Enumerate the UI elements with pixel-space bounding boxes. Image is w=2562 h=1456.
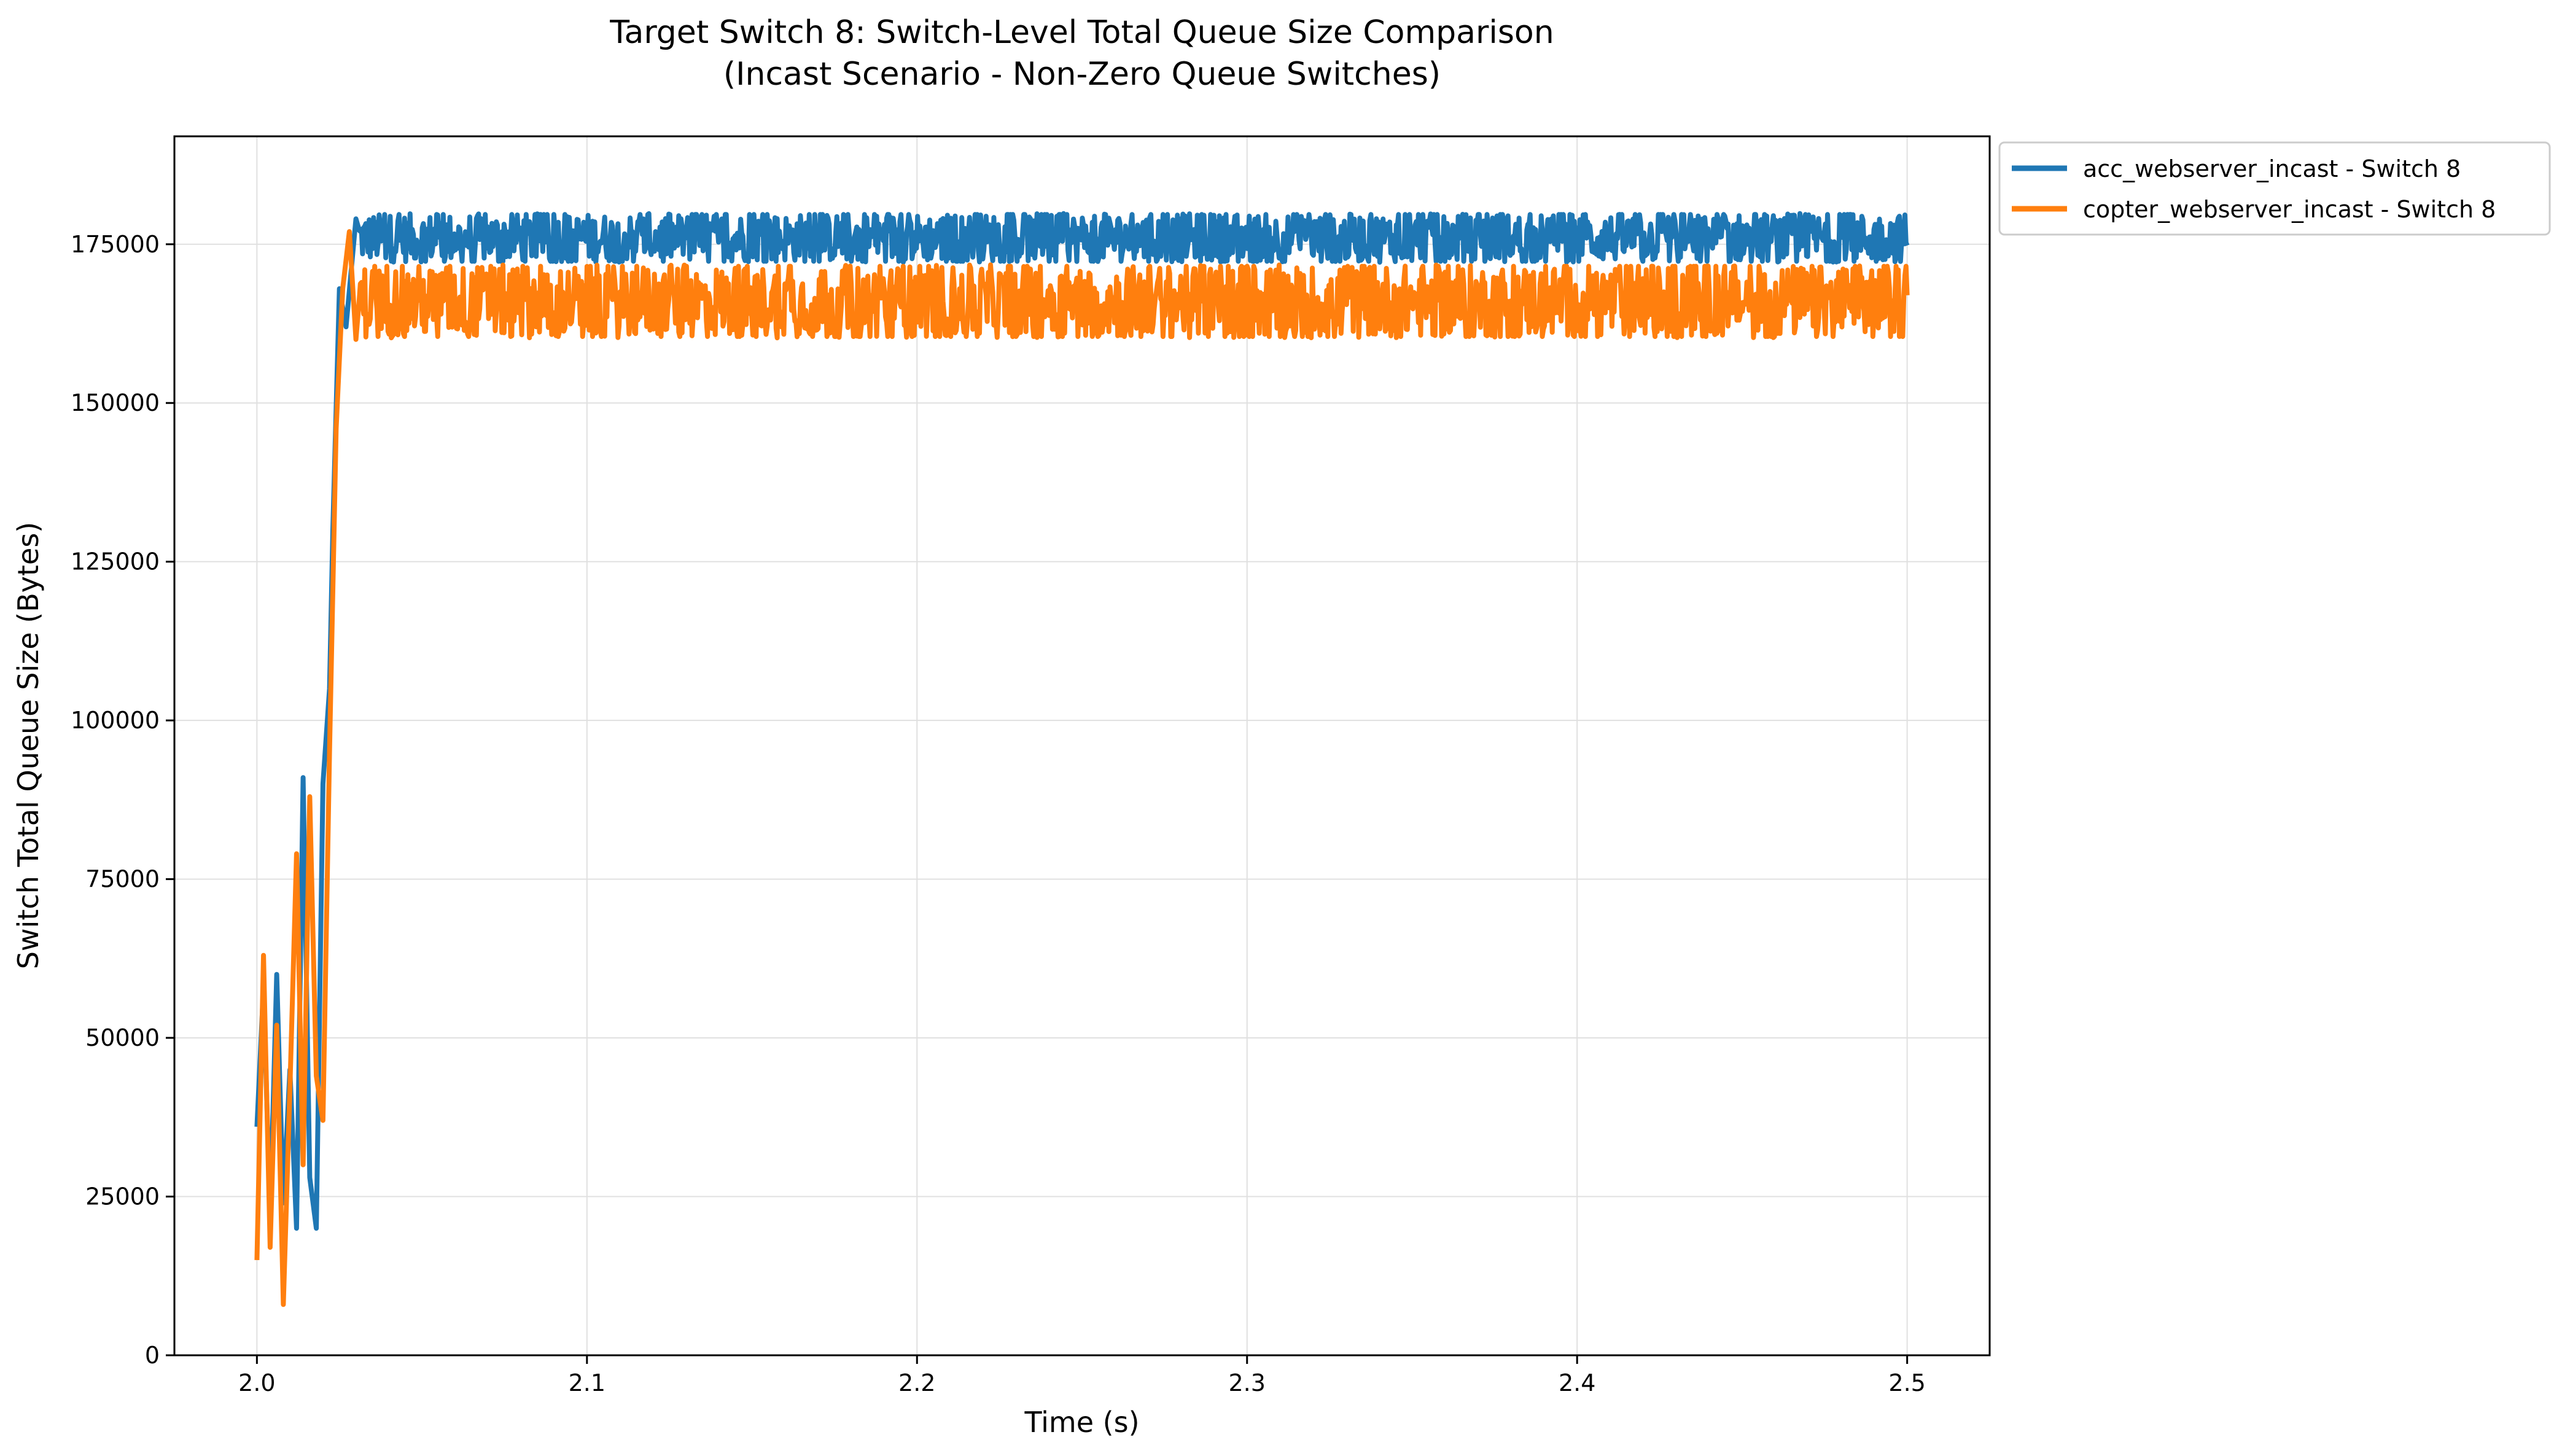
x-axis-label: Time (s) <box>1024 1406 1139 1439</box>
x-tick-label: 2.5 <box>1888 1369 1925 1396</box>
y-axis-ticks: 0 25000 50000 75000 100000 125000 150000 175000 <box>71 231 174 1369</box>
y-tick-label: 25000 <box>85 1183 160 1210</box>
x-tick-label: 2.1 <box>569 1369 605 1396</box>
y-tick-label: 50000 <box>85 1024 160 1051</box>
chart-title-line1: Target Switch 8: Switch-Level Total Queu… <box>609 14 1554 51</box>
legend-label-acc: acc_webserver_incast - Switch 8 <box>2083 155 2461 182</box>
y-axis-label: Switch Total Queue Size (Bytes) <box>12 522 45 970</box>
legend-label-copter: copter_webserver_incast - Switch 8 <box>2083 196 2496 223</box>
y-tick-label: 75000 <box>85 866 160 893</box>
x-tick-label: 2.2 <box>898 1369 935 1396</box>
plot-frame <box>173 135 1991 1357</box>
legend-box <box>1998 141 2551 236</box>
x-tick-label: 2.4 <box>1559 1369 1595 1396</box>
legend: acc_webserver_incast - Switch 8 copter_w… <box>1998 141 2551 236</box>
y-tick-label: 100000 <box>71 707 160 734</box>
series-layer <box>254 211 1910 1307</box>
x-axis-ticks: 2.0 2.1 2.2 2.3 2.4 2.5 <box>238 1355 1926 1396</box>
y-tick-label: 125000 <box>71 548 160 575</box>
y-tick-label: 150000 <box>71 389 160 416</box>
series-line-1 <box>254 229 1910 1307</box>
x-tick-label: 2.3 <box>1229 1369 1266 1396</box>
x-tick-label: 2.0 <box>238 1369 275 1396</box>
y-tick-label: 0 <box>145 1342 160 1369</box>
series-line-0 <box>254 211 1910 1231</box>
chart-title-line2: (Incast Scenario - Non-Zero Queue Switch… <box>723 56 1441 93</box>
y-tick-label: 175000 <box>71 231 160 258</box>
